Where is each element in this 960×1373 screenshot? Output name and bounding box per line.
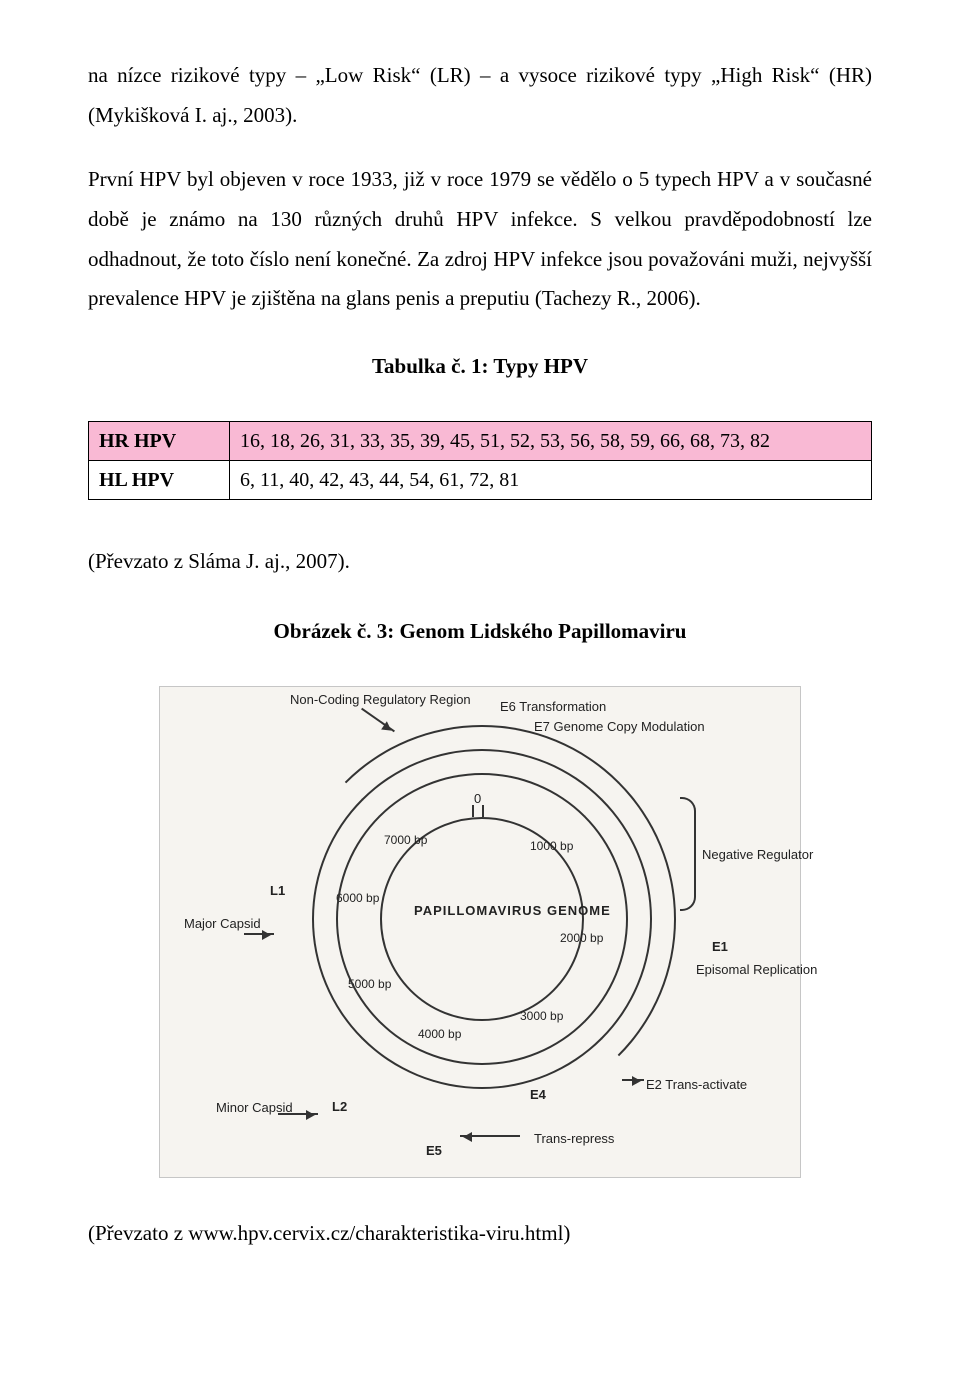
figure-caption: Obrázek č. 3: Genom Lidského Papillomavi…	[88, 612, 872, 652]
arrow	[622, 1079, 644, 1081]
e1-label: E1	[712, 935, 728, 960]
trans-repress-label: Trans-repress	[534, 1127, 614, 1152]
arrow	[361, 708, 395, 733]
e2-label: E2 Trans-activate	[646, 1073, 747, 1098]
e5-label: E5	[426, 1139, 442, 1164]
e7-label: E7 Genome Copy Modulation	[534, 715, 705, 740]
intro-paragraph-1: na nízce rizikové typy – „Low Risk“ (LR)…	[88, 56, 872, 136]
hr-header-cell: HR HPV	[89, 422, 230, 461]
genome-figure: 0 1000 bp 2000 bp 3000 bp 4000 bp 5000 b…	[159, 686, 801, 1178]
arrow	[244, 933, 274, 935]
l2-label: L2	[332, 1095, 347, 1120]
table-caption: Tabulka č. 1: Typy HPV	[88, 347, 872, 387]
ncr-label: Non-Coding Regulatory Region	[290, 693, 420, 708]
hl-header-cell: HL HPV	[89, 461, 230, 500]
l1-label: L1	[270, 879, 285, 904]
hpv-types-table: HR HPV 16, 18, 26, 31, 33, 35, 39, 45, 5…	[88, 421, 872, 500]
hl-values-cell: 6, 11, 40, 42, 43, 44, 54, 61, 72, 81	[230, 461, 872, 500]
minor-capsid-label: Minor Capsid	[216, 1101, 276, 1116]
figure-source: (Převzato z www.hpv.cervix.cz/charakteri…	[88, 1214, 872, 1254]
table-row: HL HPV 6, 11, 40, 42, 43, 44, 54, 61, 72…	[89, 461, 872, 500]
e4-label: E4	[530, 1083, 546, 1108]
table-citation: (Převzato z Sláma J. aj., 2007).	[88, 542, 872, 582]
arrow	[460, 1135, 520, 1137]
table-row: HR HPV 16, 18, 26, 31, 33, 35, 39, 45, 5…	[89, 422, 872, 461]
epi-label: Episomal Replication	[696, 963, 786, 978]
neg-label: Negative Regulator	[702, 843, 813, 868]
intro-paragraph-2: První HPV byl objeven v roce 1933, již v…	[88, 160, 872, 320]
major-capsid-label: Major Capsid	[184, 917, 244, 932]
outer-arc3	[288, 725, 676, 1113]
arrow	[278, 1113, 318, 1115]
neg-regulator-brace	[680, 797, 696, 911]
hr-values-cell: 16, 18, 26, 31, 33, 35, 39, 45, 51, 52, …	[230, 422, 872, 461]
